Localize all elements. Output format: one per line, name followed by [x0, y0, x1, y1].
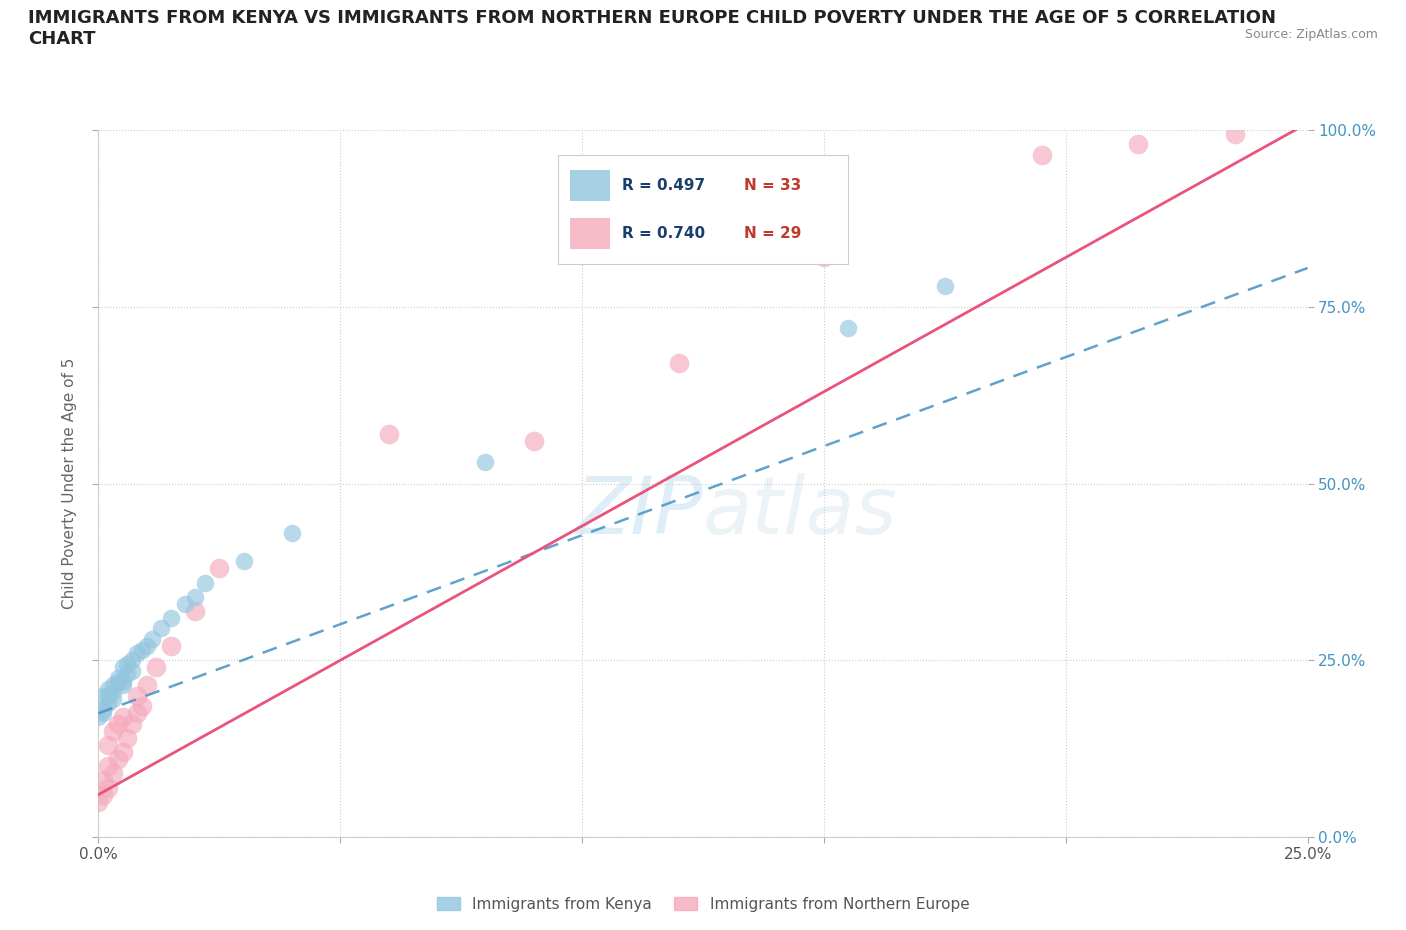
Text: IMMIGRANTS FROM KENYA VS IMMIGRANTS FROM NORTHERN EUROPE CHILD POVERTY UNDER THE: IMMIGRANTS FROM KENYA VS IMMIGRANTS FROM…	[28, 9, 1277, 48]
Point	[184, 590, 207, 604]
Point	[1128, 137, 1150, 152]
Point	[111, 674, 134, 689]
Point	[208, 561, 231, 576]
Point	[121, 716, 143, 731]
Point	[111, 745, 134, 760]
Text: atlas: atlas	[703, 472, 898, 551]
Point	[127, 706, 149, 721]
Point	[111, 710, 134, 724]
Point	[145, 660, 167, 675]
Point	[117, 731, 139, 746]
Point	[141, 631, 163, 646]
Point	[111, 660, 134, 675]
Point	[97, 681, 120, 696]
Point	[107, 674, 129, 689]
Point	[934, 278, 956, 293]
Point	[101, 692, 124, 707]
Point	[174, 596, 197, 611]
Point	[232, 554, 254, 569]
Point	[117, 657, 139, 671]
Point	[91, 702, 114, 717]
Point	[474, 455, 496, 470]
Point	[135, 639, 157, 654]
Point	[194, 575, 217, 590]
Point	[131, 698, 153, 713]
Point	[91, 773, 114, 788]
Point	[184, 604, 207, 618]
Point	[668, 356, 690, 371]
Point	[837, 321, 859, 336]
Point	[91, 706, 114, 721]
Point	[160, 610, 183, 625]
Y-axis label: Child Poverty Under the Age of 5: Child Poverty Under the Age of 5	[62, 358, 77, 609]
Point	[111, 678, 134, 693]
Point	[91, 787, 114, 802]
Point	[117, 667, 139, 682]
Point	[121, 663, 143, 678]
Point	[97, 696, 120, 711]
Point	[97, 759, 120, 774]
Point	[121, 653, 143, 668]
Point	[523, 433, 546, 448]
Point	[127, 645, 149, 660]
Point	[107, 716, 129, 731]
Point	[87, 794, 110, 809]
Text: ZIP: ZIP	[575, 472, 703, 551]
Text: Source: ZipAtlas.com: Source: ZipAtlas.com	[1244, 28, 1378, 41]
Point	[101, 684, 124, 699]
Point	[160, 639, 183, 654]
Legend: Immigrants from Kenya, Immigrants from Northern Europe: Immigrants from Kenya, Immigrants from N…	[430, 890, 976, 918]
Point	[91, 688, 114, 703]
Point	[97, 780, 120, 795]
Point	[107, 751, 129, 766]
Point	[107, 671, 129, 685]
Point	[150, 621, 173, 636]
Point	[101, 724, 124, 738]
Point	[87, 710, 110, 724]
Point	[131, 643, 153, 658]
Point	[97, 688, 120, 703]
Point	[377, 427, 399, 442]
Point	[813, 250, 835, 265]
Point	[101, 766, 124, 781]
Point	[1031, 148, 1053, 163]
Point	[127, 688, 149, 703]
Point	[101, 678, 124, 693]
Point	[135, 678, 157, 693]
Point	[281, 525, 304, 540]
Point	[1223, 126, 1246, 141]
Point	[97, 737, 120, 752]
